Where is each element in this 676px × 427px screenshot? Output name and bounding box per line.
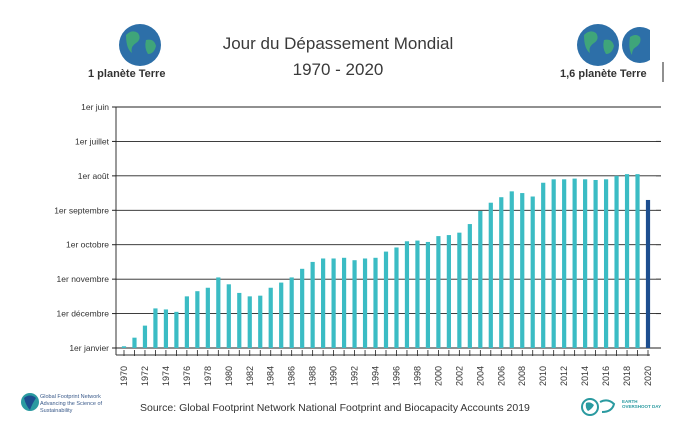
bar-1974 (163, 309, 169, 348)
x-tick-label: 2004 (475, 366, 485, 386)
y-tick-label: 1er juillet (75, 136, 110, 146)
y-tick-label: 1er juin (81, 102, 109, 112)
bar-1990 (331, 258, 336, 348)
bar-2004 (478, 210, 483, 348)
earth-overshoot-day-logo-text: EARTH OVERSHOOT DAY (622, 399, 662, 409)
bar-1995 (383, 251, 389, 348)
y-tick-label: 1er septembre (54, 205, 109, 215)
y-tick-label: 1er octobre (66, 240, 109, 250)
bar-2020 (645, 199, 651, 348)
earth-globe-icon-right (577, 20, 676, 72)
bar-2002 (457, 232, 462, 348)
x-tick-label: 1994 (371, 366, 381, 386)
bar-2003 (467, 224, 472, 348)
bar-1983 (258, 295, 263, 348)
x-tick-label: 1976 (182, 366, 192, 386)
x-tick-label: 2010 (538, 366, 548, 386)
y-tick-label: 1er janvier (69, 343, 109, 353)
gfn-logo-tagline: Advancing the Science of Sustainability (40, 401, 103, 414)
y-tick-label: 1er août (78, 171, 110, 181)
x-tick-label: 2012 (559, 366, 569, 386)
bar-2017 (614, 175, 619, 348)
bar-1984 (268, 287, 273, 348)
bar-1985 (279, 282, 284, 348)
x-tick-label: 2018 (622, 366, 632, 386)
x-tick-label: 2006 (496, 366, 506, 386)
bar-1970 (121, 346, 127, 348)
left-globe-caption: 1 planète Terre (88, 68, 166, 80)
bar-1987 (300, 268, 305, 348)
bar-1996 (394, 247, 399, 348)
bar-1982 (247, 296, 252, 348)
bar-2001 (446, 235, 451, 348)
x-tick-label: 1998 (412, 366, 422, 386)
bar-2019 (635, 174, 640, 348)
bar-1972 (142, 325, 148, 348)
bar-2013 (572, 178, 577, 348)
bar-1997 (404, 241, 410, 348)
bar-1999 (425, 241, 431, 348)
global-footprint-network-logo-icon (21, 393, 39, 411)
y-tick-label: 1er novembre (57, 274, 110, 284)
x-tick-label: 2016 (601, 366, 611, 386)
global-footprint-network-logo-text: Global Footprint Network Advancing the S… (40, 394, 130, 415)
x-tick-label: 1986 (287, 366, 297, 386)
x-tick-label: 1984 (266, 366, 276, 386)
bar-1971 (132, 337, 137, 348)
chart-title-line-1: Jour du Dépassement Mondial (222, 34, 454, 53)
bar-2009 (530, 196, 535, 348)
x-tick-label: 2014 (580, 366, 590, 386)
x-tick-label: 1980 (224, 366, 234, 386)
x-tick-label: 2000 (433, 366, 443, 386)
bar-2014 (583, 179, 588, 348)
x-tick-label: 2008 (517, 366, 527, 386)
bar-1998 (415, 240, 420, 348)
gfn-logo-name: Global Footprint Network (40, 394, 101, 400)
x-tick-label: 1992 (350, 366, 360, 386)
bar-1991 (341, 257, 347, 348)
bar-2012 (562, 179, 567, 348)
x-tick-label: 1978 (203, 366, 213, 386)
bar-1980 (226, 284, 231, 348)
bar-1981 (237, 292, 242, 348)
x-tick-label: 1990 (329, 366, 339, 386)
bar-2010 (541, 182, 546, 348)
bar-1994 (373, 257, 378, 348)
bar-1989 (321, 258, 326, 348)
x-tick-label: 1996 (391, 366, 401, 386)
bar-2016 (603, 179, 609, 348)
right-globe-caption: 1,6 planète Terre (560, 68, 647, 80)
bar-2005 (488, 202, 493, 348)
x-tick-label: 1988 (308, 366, 318, 386)
bar-2011 (551, 179, 556, 348)
bar-1978 (205, 287, 210, 348)
bar-2008 (520, 193, 525, 348)
bar-2000 (436, 236, 441, 348)
bar-2018 (624, 174, 630, 348)
bar-2007 (509, 191, 514, 348)
x-tick-label: 1974 (161, 366, 171, 386)
bar-1977 (195, 291, 200, 348)
y-tick-label: 1er décembre (57, 309, 110, 319)
x-tick-label: 2020 (643, 366, 653, 386)
bar-1986 (289, 277, 294, 348)
bar-1973 (153, 308, 158, 348)
x-tick-label: 1970 (119, 366, 129, 386)
bar-1988 (310, 261, 315, 348)
bar-1975 (174, 311, 179, 348)
bar-1992 (352, 260, 357, 348)
bar-1979 (216, 277, 221, 348)
earth-globe-icon-left (119, 24, 161, 66)
x-tick-label: 1972 (140, 366, 150, 386)
bar-2015 (593, 179, 598, 348)
x-tick-label: 2002 (454, 366, 464, 386)
bar-1976 (184, 296, 189, 348)
source-note: Source: Global Footprint Network Nationa… (140, 402, 530, 414)
x-tick-label: 1982 (245, 366, 255, 386)
bar-2006 (499, 197, 504, 348)
chart-title-line-2: 1970 - 2020 (292, 60, 384, 79)
bar-1993 (362, 258, 368, 348)
earth-overshoot-day-logo-icon (581, 398, 616, 416)
